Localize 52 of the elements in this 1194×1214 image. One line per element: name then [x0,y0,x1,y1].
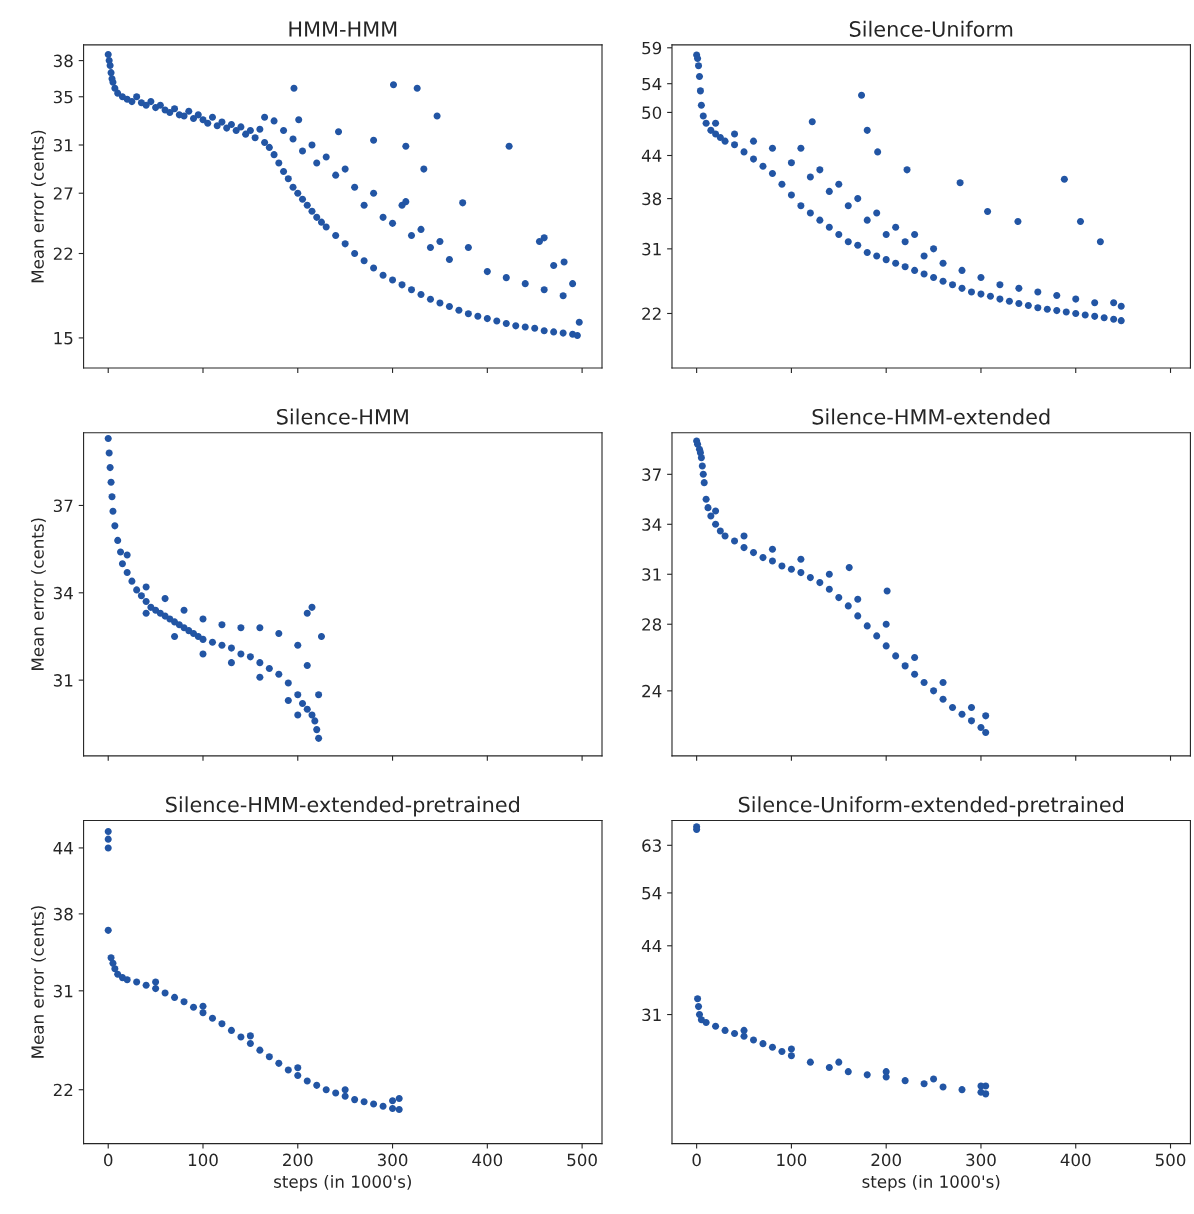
x-tick-label: 300 [966,1153,996,1167]
y-tick-label: 38 [53,54,73,68]
x-tick-label: 500 [567,1153,597,1167]
y-tick-label: 63 [642,839,661,852]
x-tick-label: 500 [1155,1153,1186,1167]
y-tick-label: 35 [53,90,73,104]
x-tick-label: 300 [377,1153,408,1167]
y-axis-title: Mean error (cents) [30,906,46,1058]
y-tick-label: 28 [642,618,662,631]
y-tick-label: 31 [642,568,661,581]
x-tick-label: 200 [283,1153,313,1167]
y-tick-label: 27 [53,187,73,200]
x-tick-label: 100 [777,1153,807,1167]
y-tick-label: 22 [642,307,661,320]
y-tick-label: 31 [53,138,73,152]
y-tick-label: 34 [53,586,73,600]
x-tick-label: 100 [188,1153,218,1167]
x-tick-label: 200 [871,1153,901,1167]
x-tick-label: 400 [1060,1153,1091,1167]
y-tick-label: 37 [53,499,73,513]
y-axis-title: Mean error (cents) [30,518,46,670]
y-tick-label: 31 [642,242,661,256]
y-tick-label: 31 [53,984,73,998]
y-tick-label: 44 [641,939,662,953]
y-tick-label: 44 [53,842,73,855]
x-axis-title: steps (in 1000's) [862,1175,1000,1192]
y-tick-label: 59 [642,41,662,55]
chart-title: Silence-Uniform [849,20,1013,37]
y-tick-label: 38 [53,907,73,921]
chart-title: HMM-HMM [289,21,397,37]
chart-title: Silence-HMM [277,408,408,425]
y-tick-label: 22 [53,1083,73,1097]
y-tick-label: 15 [54,332,73,345]
chart-title: Silence-HMM-extended-pretrained [166,796,519,817]
y-tick-label: 24 [642,684,662,698]
chart-title: Silence-Uniform-extended-pretrained [738,796,1123,817]
y-tick-label: 22 [53,247,73,260]
chart-title: Silence-HMM-extended [812,408,1050,425]
y-tick-label: 44 [641,149,662,162]
y-axis-title: Mean error (cents) [30,130,46,283]
x-tick-label: 400 [472,1153,503,1167]
x-axis-title: steps (in 1000's) [274,1175,411,1192]
y-tick-label: 37 [642,468,661,481]
y-tick-label: 31 [642,1008,661,1022]
y-tick-label: 34 [642,518,662,531]
y-tick-label: 54 [642,77,662,91]
y-tick-label: 31 [53,674,73,687]
x-tick-label: 0 [692,1153,701,1167]
y-tick-label: 50 [642,106,662,119]
y-tick-label: 54 [642,887,662,900]
x-tick-label: 0 [104,1153,113,1167]
y-tick-label: 38 [642,192,662,206]
